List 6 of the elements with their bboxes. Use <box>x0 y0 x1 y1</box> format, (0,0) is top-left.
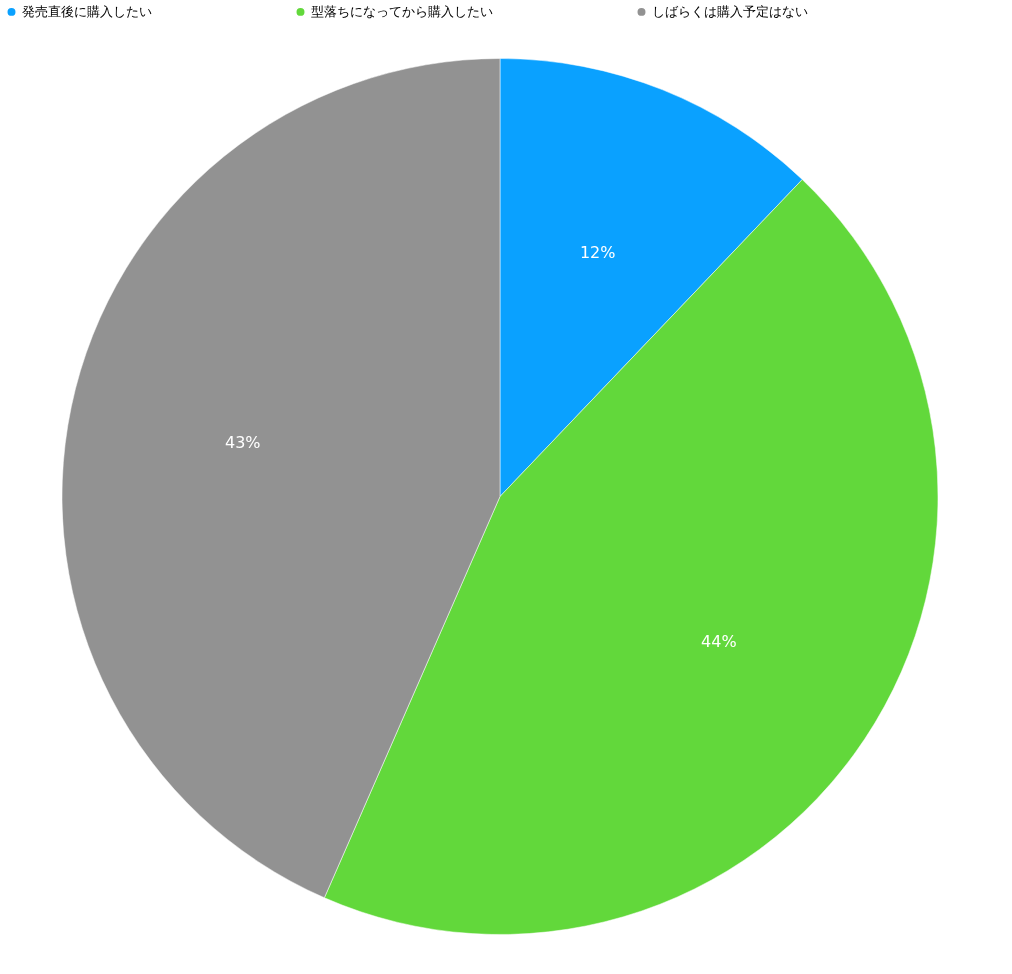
legend-label: 発売直後に購入したい <box>22 3 152 19</box>
legend-label: 型落ちになってから購入したい <box>311 3 493 19</box>
data-label: 12% <box>579 242 616 262</box>
legend-label: しばらくは購入予定はない <box>652 3 808 19</box>
data-label: 44% <box>701 632 737 652</box>
data-label: 43% <box>224 432 261 452</box>
